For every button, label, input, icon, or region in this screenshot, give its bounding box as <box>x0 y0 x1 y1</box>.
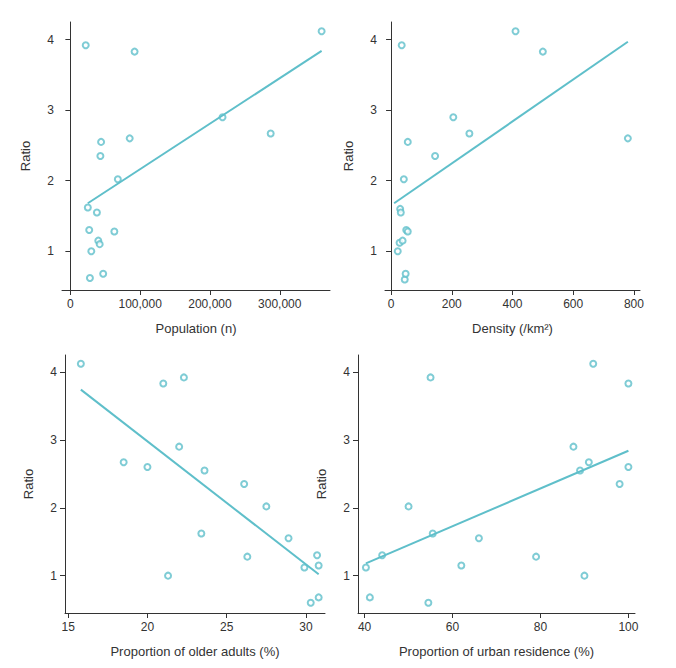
svg-text:30: 30 <box>299 620 313 634</box>
svg-text:0: 0 <box>388 297 395 311</box>
svg-text:3: 3 <box>47 103 54 117</box>
svg-text:2: 2 <box>47 174 54 188</box>
svg-text:Proportion of older adults (%): Proportion of older adults (%) <box>110 644 279 659</box>
svg-text:2: 2 <box>50 501 57 515</box>
svg-text:2: 2 <box>370 174 377 188</box>
svg-text:2: 2 <box>343 501 350 515</box>
svg-text:1: 1 <box>370 244 377 258</box>
svg-text:400: 400 <box>502 297 522 311</box>
svg-text:Population (n): Population (n) <box>156 321 237 336</box>
svg-text:40: 40 <box>358 620 372 634</box>
svg-text:200,000: 200,000 <box>188 297 232 311</box>
svg-text:4: 4 <box>343 365 350 379</box>
svg-text:4: 4 <box>50 365 57 379</box>
svg-text:Proportion of urban residence: Proportion of urban residence (%) <box>399 644 594 659</box>
svg-text:1: 1 <box>47 244 54 258</box>
svg-text:25: 25 <box>220 620 234 634</box>
svg-text:3: 3 <box>50 433 57 447</box>
svg-text:20: 20 <box>141 620 155 634</box>
svg-text:600: 600 <box>563 297 583 311</box>
svg-text:60: 60 <box>446 620 460 634</box>
svg-text:Ratio: Ratio <box>341 141 356 171</box>
svg-text:Ratio: Ratio <box>314 469 329 499</box>
svg-text:300,000: 300,000 <box>258 297 302 311</box>
svg-text:100,000: 100,000 <box>118 297 162 311</box>
svg-text:80: 80 <box>534 620 548 634</box>
svg-text:4: 4 <box>370 33 377 47</box>
svg-text:0: 0 <box>67 297 74 311</box>
svg-text:4: 4 <box>47 33 54 47</box>
svg-text:15: 15 <box>61 620 75 634</box>
svg-text:1: 1 <box>50 569 57 583</box>
svg-text:100: 100 <box>618 620 638 634</box>
svg-text:800: 800 <box>624 297 644 311</box>
svg-text:1: 1 <box>343 569 350 583</box>
svg-text:Density (/km²): Density (/km²) <box>472 321 553 336</box>
svg-text:Ratio: Ratio <box>18 141 33 171</box>
svg-text:3: 3 <box>343 433 350 447</box>
svg-text:3: 3 <box>370 103 377 117</box>
svg-text:Ratio: Ratio <box>21 469 36 499</box>
svg-text:200: 200 <box>442 297 462 311</box>
